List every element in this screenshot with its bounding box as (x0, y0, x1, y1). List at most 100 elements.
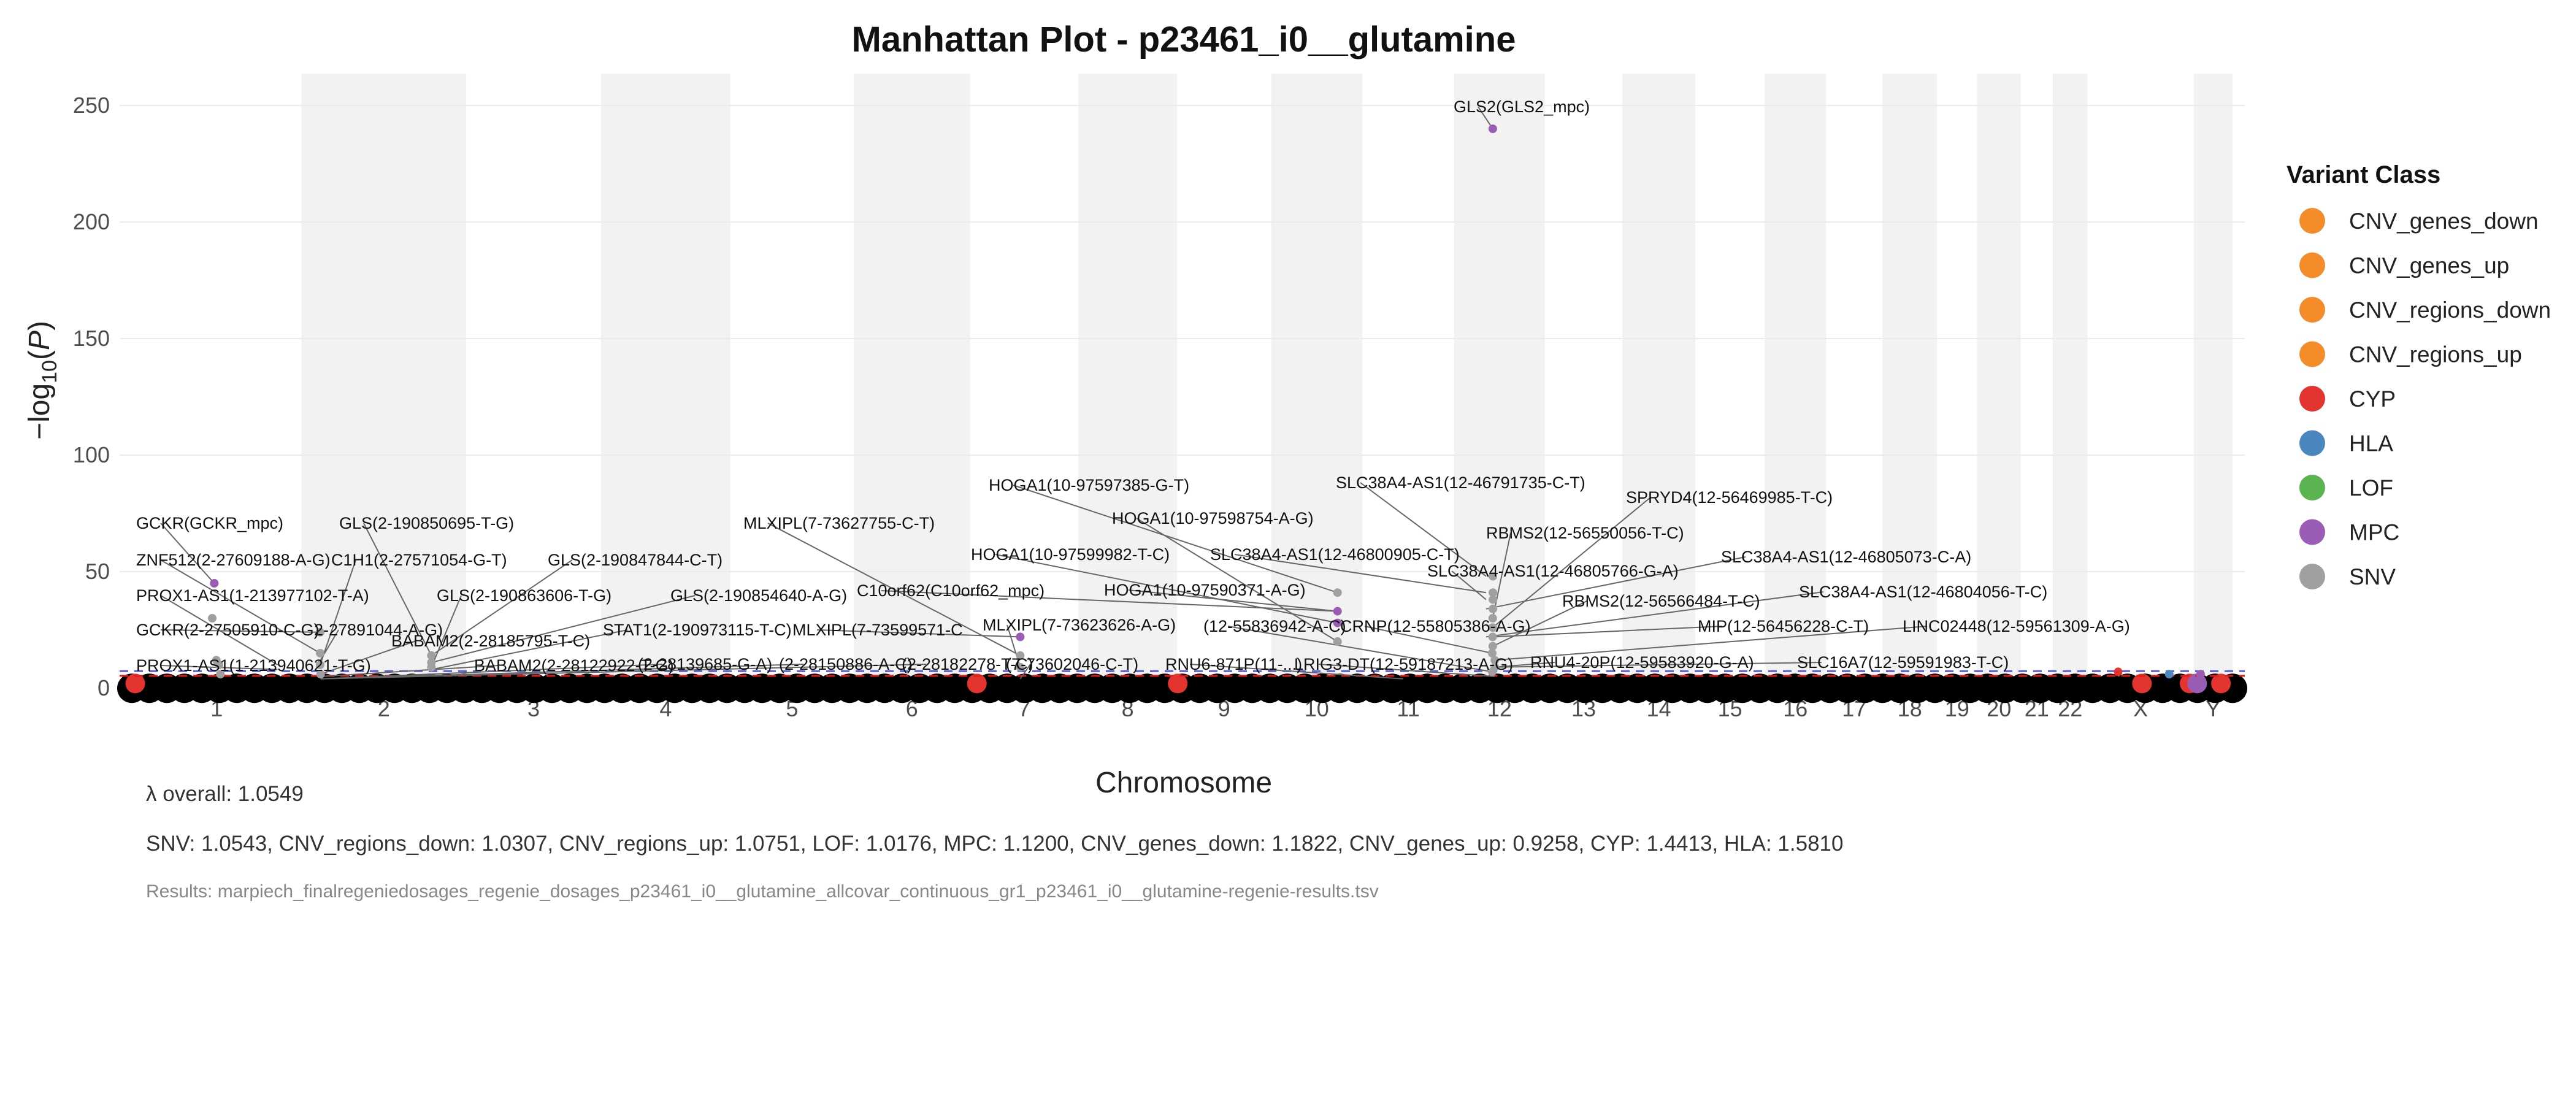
data-point (427, 662, 436, 672)
y-axis-title: −log10(P) (23, 321, 61, 440)
point-annotation: GLS(2-190854640-A-G) (670, 586, 847, 605)
point-annotation: CRNP(12-55805386-A-G) (1340, 617, 1531, 635)
point-annotation: STAT1(2-190973115-T-C) (603, 621, 792, 639)
chart-title: Manhattan Plot - p23461_i0__glutamine (852, 20, 1516, 59)
annotation-leader (363, 523, 432, 656)
annotation-leader (160, 629, 320, 633)
point-annotation: RNU4-20P(12-59583920-G-A) (1530, 653, 1754, 672)
point-annotation: MLXIPL(7-73599571-C (792, 621, 963, 639)
lambda-by-class: SNV: 1.0543, CNV_regions_down: 1.0307, C… (146, 832, 1844, 856)
data-point (1488, 632, 1497, 642)
annotation-leader (1318, 664, 1495, 677)
point-annotation: RBMS2(12-56566484-T-C) (1562, 592, 1760, 610)
data-point (2164, 670, 2174, 679)
point-annotation: GCKR(GCKR_mpc) (136, 514, 283, 532)
point-annotation: (2-28182278-T-C) (902, 655, 1033, 673)
annotation-leader (1013, 485, 1338, 594)
x-tick-label: 6 (906, 696, 918, 721)
annotation-leader (1360, 482, 1487, 577)
point-annotation: GLS(2-190847844-C-T) (548, 551, 723, 569)
data-point (315, 661, 324, 669)
annotation-leader (1492, 532, 1511, 619)
point-annotation: SLC38A4-AS1(12-46800905-C-T) (1210, 545, 1460, 564)
annotation-leader (431, 595, 696, 664)
x-axis-title: Chromosome (1095, 767, 1272, 799)
chromosome-band (2193, 74, 2233, 688)
point-annotation: HOGA1(10-97597385-G-T) (989, 476, 1189, 494)
data-point (1490, 656, 1500, 665)
annotation-leader (320, 559, 356, 665)
data-point (1333, 588, 1342, 597)
point-annotation: SLC38A4-AS1(12-46804056-T-C) (1799, 583, 2047, 601)
point-annotation: HOGA1(10-97598754-A-G) (1112, 509, 1314, 527)
annotation-leader (1364, 626, 1493, 654)
annotation-leader (1227, 626, 1493, 673)
y-tick-label: 200 (73, 209, 110, 234)
legend-label: HLA (2349, 431, 2393, 456)
chromosome-band (853, 74, 970, 688)
point-annotation: BABAM2(2-28122922-T-G) (474, 656, 674, 675)
annotation-leader (160, 523, 215, 584)
annotation-leader (1019, 664, 1031, 680)
legend-label: LOF (2349, 475, 2393, 500)
point-annotation: RBMS2(12-56550056-T-C) (1486, 524, 1684, 542)
baseline-points (117, 673, 2247, 703)
legend-label: CNV_regions_up (2349, 342, 2522, 367)
annotation-leader (1136, 518, 1338, 642)
annotation-leader (1492, 600, 1587, 647)
annotation-leader (767, 523, 1021, 656)
legend-title: Variant Class (2287, 161, 2440, 188)
point-annotation: (7-73602046-C-T) (1006, 655, 1138, 673)
y-tick-label: 100 (73, 442, 110, 467)
point-annotation: 2-27891044-A-G) (314, 621, 443, 639)
data-point (1489, 604, 1498, 613)
baseline-class-point (2187, 673, 2207, 694)
annotation-leader (431, 629, 628, 670)
annotation-leader (995, 554, 1338, 624)
point-annotation: MIP(12-56456228-C-T) (1698, 617, 1869, 635)
annotation-leader (320, 640, 416, 675)
data-point (215, 661, 224, 669)
annotation-leader (1485, 591, 1824, 638)
point-annotation: C1H1(2-27571054-G-T) (331, 551, 507, 569)
chromosome-band (1078, 74, 1178, 688)
y-axis-ticks: 0 50 100 150 200 250 (73, 93, 110, 700)
baseline-class-point (2132, 673, 2152, 694)
point-annotation: (2-28150886-A-C) (779, 655, 913, 673)
annotation-leader (1495, 626, 1928, 661)
chromosome-band (1622, 74, 1696, 688)
legend-marker (2299, 475, 2325, 500)
data-point (1489, 572, 1498, 581)
point-annotation: BABAM2(2-28185795-T-C) (391, 632, 590, 650)
point-annotation: GLS(2-190850695-T-G) (339, 514, 514, 532)
annotation-leader (320, 664, 927, 680)
baseline-class-point (967, 673, 987, 694)
baseline-class-point (2211, 673, 2231, 694)
chromosome-band (301, 74, 467, 688)
data-point (1488, 642, 1497, 651)
legend-label: SNV (2349, 564, 2396, 589)
data-point (1333, 618, 1342, 627)
data-point (1016, 651, 1025, 660)
legend-marker (2299, 564, 2325, 589)
legend-marker (2299, 386, 2325, 412)
point-annotation: PROX1-AS1(1-213940621-T-G) (136, 656, 371, 675)
y-tick-label: 250 (73, 93, 110, 118)
annotation-leader (1006, 624, 1021, 668)
legend-marker (2299, 430, 2325, 456)
legend-label: CNV_genes_down (2349, 209, 2539, 234)
data-point (1487, 649, 1497, 657)
point-annotation: SPRYD4(12-56469985-T-C) (1626, 488, 1833, 507)
data-point (1333, 637, 1342, 646)
legend-marker (2299, 252, 2325, 278)
legend-marker (2299, 297, 2325, 323)
data-point (1488, 125, 1497, 133)
data-point (2114, 667, 2123, 677)
annotation-leader (320, 665, 499, 677)
point-annotation: ZNF512(2-27609188-A-G) (136, 551, 331, 569)
annotation-leader (1189, 664, 1403, 680)
significance-lines (120, 670, 2245, 677)
data-point (1333, 607, 1342, 616)
annotation-leader (816, 629, 1021, 638)
annotation-leader (1478, 106, 1493, 129)
